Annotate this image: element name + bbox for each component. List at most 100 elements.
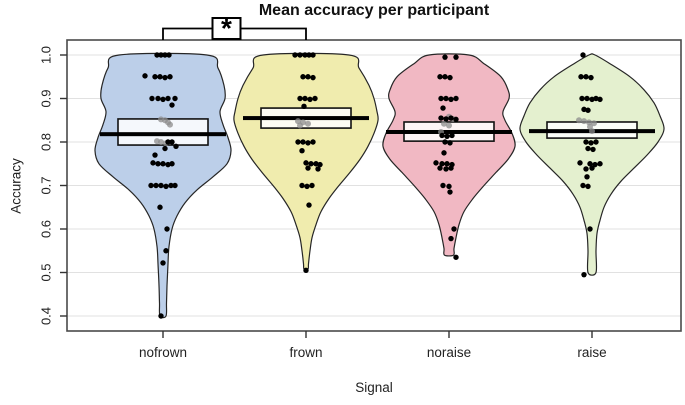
data-point xyxy=(453,95,459,102)
data-point xyxy=(310,139,316,145)
x-axis-title: Signal xyxy=(355,380,393,395)
data-point xyxy=(317,161,323,168)
data-point xyxy=(295,139,301,145)
data-point xyxy=(433,160,439,166)
grey-point xyxy=(576,117,582,124)
y-tick-label: 0.8 xyxy=(39,133,54,151)
grey-point xyxy=(167,121,173,128)
data-point xyxy=(580,182,586,189)
data-point xyxy=(585,183,591,190)
data-point xyxy=(444,133,450,140)
violin-group-raise xyxy=(519,52,665,278)
data-point xyxy=(303,267,309,274)
data-point xyxy=(166,52,172,58)
data-point xyxy=(303,160,309,166)
grey-points-nofrown xyxy=(154,116,173,147)
data-point xyxy=(440,182,446,189)
data-point xyxy=(447,189,453,195)
y-tick-label: 0.4 xyxy=(39,307,54,325)
chart-title: Mean accuracy per participant xyxy=(258,2,490,19)
data-point xyxy=(169,139,175,145)
data-point xyxy=(305,165,311,171)
data-point xyxy=(162,74,168,81)
data-point xyxy=(441,150,447,156)
data-point xyxy=(449,132,455,139)
violin-shape-noraise xyxy=(382,53,516,257)
data-point xyxy=(443,95,449,102)
mean-line-frown xyxy=(243,116,369,121)
grey-point xyxy=(581,118,587,125)
data-point xyxy=(306,202,312,208)
data-point xyxy=(162,145,168,152)
data-point xyxy=(160,161,166,167)
data-point xyxy=(585,107,591,113)
significance-bracket: * xyxy=(162,13,307,44)
data-point xyxy=(453,54,459,60)
data-point xyxy=(152,152,158,158)
data-point xyxy=(158,313,164,319)
data-point xyxy=(165,139,171,145)
data-point xyxy=(448,96,454,103)
data-point xyxy=(587,226,593,232)
data-point xyxy=(310,52,316,58)
data-point xyxy=(164,226,170,232)
data-point xyxy=(155,95,161,102)
data-point xyxy=(300,74,306,80)
mean-line-noraise xyxy=(386,129,512,134)
data-point xyxy=(297,52,303,58)
grey-point xyxy=(441,120,447,127)
data-point xyxy=(587,161,593,167)
data-point xyxy=(585,145,591,152)
data-point xyxy=(310,74,316,81)
data-point xyxy=(444,161,450,167)
data-point xyxy=(580,52,586,58)
data-point xyxy=(172,95,178,102)
violin-group-nofrown xyxy=(94,52,232,319)
data-point xyxy=(160,96,166,103)
data-point xyxy=(439,161,445,167)
data-point xyxy=(448,165,454,171)
data-point xyxy=(304,183,310,190)
data-point xyxy=(597,96,603,103)
x-tick-label-noraise: noraise xyxy=(427,345,471,360)
data-point xyxy=(155,161,161,167)
data-point xyxy=(173,143,179,150)
data-point xyxy=(437,74,443,80)
data-point xyxy=(584,95,590,102)
data-point xyxy=(292,52,298,58)
data-point xyxy=(437,165,443,171)
grey-points-frown xyxy=(295,118,311,129)
data-point xyxy=(148,182,154,189)
grey-point xyxy=(446,122,452,129)
data-point xyxy=(583,139,589,145)
data-point xyxy=(153,182,159,189)
data-point xyxy=(590,146,596,153)
grey-points-raise xyxy=(576,117,597,135)
data-point xyxy=(588,140,594,146)
data-point xyxy=(312,95,318,102)
data-point xyxy=(309,182,315,189)
data-point xyxy=(300,139,306,145)
points-frown xyxy=(292,52,323,274)
data-point xyxy=(443,116,449,122)
grey-point xyxy=(305,120,311,127)
data-point xyxy=(299,182,305,189)
significance-label: * xyxy=(221,13,232,44)
data-point xyxy=(584,174,590,180)
data-point xyxy=(447,140,453,146)
data-point xyxy=(448,115,454,121)
data-point xyxy=(583,74,589,80)
data-point xyxy=(149,95,155,102)
data-point xyxy=(163,183,169,190)
x-tick-label-frown: frown xyxy=(289,345,322,360)
data-point xyxy=(579,95,585,102)
points-nofrown xyxy=(142,52,179,319)
data-point xyxy=(158,52,164,58)
grey-point xyxy=(158,139,164,145)
y-tick-label: 0.5 xyxy=(39,263,54,281)
data-point xyxy=(439,132,445,139)
grey-point xyxy=(297,122,303,129)
data-point xyxy=(583,166,589,172)
data-point xyxy=(438,115,444,121)
